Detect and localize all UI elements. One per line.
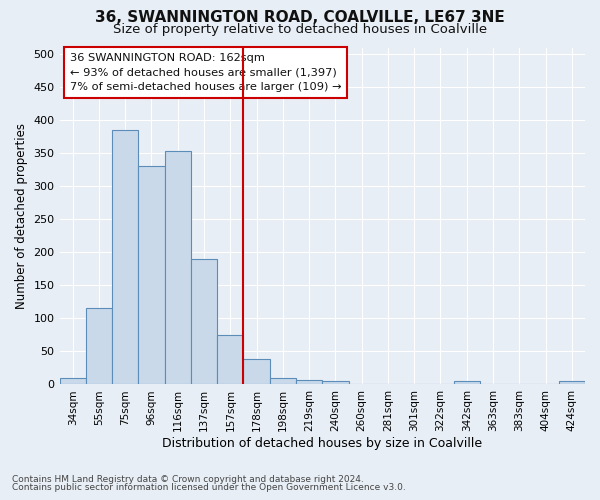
Bar — [139, 166, 164, 384]
Text: Contains public sector information licensed under the Open Government Licence v3: Contains public sector information licen… — [12, 484, 406, 492]
Bar — [270, 378, 296, 384]
Text: Contains HM Land Registry data © Crown copyright and database right 2024.: Contains HM Land Registry data © Crown c… — [12, 475, 364, 484]
Bar — [559, 381, 585, 384]
Bar — [191, 259, 217, 384]
Y-axis label: Number of detached properties: Number of detached properties — [15, 123, 28, 309]
Bar — [86, 308, 112, 384]
Bar — [296, 380, 322, 384]
X-axis label: Distribution of detached houses by size in Coalville: Distribution of detached houses by size … — [162, 437, 482, 450]
Bar — [454, 381, 480, 384]
Text: 36, SWANNINGTON ROAD, COALVILLE, LE67 3NE: 36, SWANNINGTON ROAD, COALVILLE, LE67 3N… — [95, 10, 505, 25]
Text: Size of property relative to detached houses in Coalville: Size of property relative to detached ho… — [113, 22, 487, 36]
Bar — [164, 151, 191, 384]
Bar — [112, 130, 139, 384]
Bar — [322, 381, 349, 384]
Text: 36 SWANNINGTON ROAD: 162sqm
← 93% of detached houses are smaller (1,397)
7% of s: 36 SWANNINGTON ROAD: 162sqm ← 93% of det… — [70, 52, 341, 92]
Bar — [59, 378, 86, 384]
Bar — [217, 335, 244, 384]
Bar — [244, 360, 270, 384]
